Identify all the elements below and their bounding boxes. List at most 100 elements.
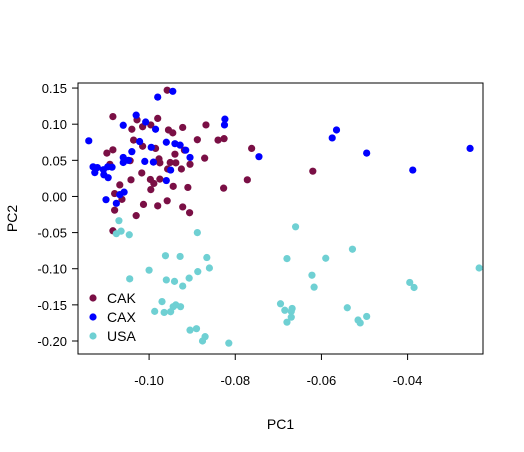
data-point — [109, 113, 117, 121]
data-point — [182, 146, 190, 154]
data-point — [158, 298, 166, 306]
data-point — [186, 160, 194, 168]
data-point — [186, 326, 194, 334]
data-point — [154, 202, 162, 210]
data-point — [154, 93, 162, 101]
data-point — [192, 325, 201, 333]
data-point — [145, 266, 153, 274]
data-point — [410, 283, 418, 292]
x-tick-label: -0.08 — [220, 373, 250, 388]
data-point — [128, 148, 136, 156]
data-point — [363, 149, 371, 157]
legend: CAK CAX USA — [89, 290, 136, 344]
data-point — [309, 167, 317, 175]
data-point — [112, 199, 120, 207]
data-point — [176, 303, 185, 311]
data-point — [328, 134, 336, 142]
data-point — [167, 166, 175, 174]
data-point — [308, 271, 316, 279]
x-tick-label: -0.06 — [307, 373, 337, 388]
data-point — [115, 217, 123, 225]
data-point — [162, 176, 170, 185]
data-point — [203, 253, 211, 262]
data-point — [322, 254, 330, 262]
data-point — [129, 136, 138, 144]
data-point — [221, 115, 229, 123]
data-point — [194, 268, 202, 276]
data-point — [283, 255, 291, 263]
data-point — [171, 150, 179, 158]
data-point — [116, 191, 124, 199]
legend-marker — [89, 332, 97, 340]
data-point — [169, 182, 177, 190]
y-tick-label: 0.00 — [42, 189, 67, 204]
data-point — [147, 185, 155, 194]
data-point — [176, 141, 184, 149]
data-point — [409, 166, 417, 174]
data-point — [116, 181, 124, 189]
y-tick-label: -0.20 — [37, 334, 67, 349]
data-point — [177, 165, 186, 173]
y-axis-label: PC2 — [4, 205, 20, 232]
y-tick-label: -0.15 — [37, 298, 67, 313]
data-point — [161, 252, 170, 260]
data-point — [156, 159, 164, 167]
data-point — [185, 209, 194, 217]
data-point — [287, 307, 295, 315]
data-point — [138, 169, 146, 177]
data-point — [150, 179, 158, 188]
data-point — [291, 223, 300, 231]
data-point — [179, 282, 187, 290]
data-point — [348, 245, 357, 253]
y-axis: 0.15 0.10 0.05 0.00 -0.05 -0.10 -0.15 -0.20 — [37, 81, 78, 349]
data-point — [136, 137, 144, 146]
data-point — [162, 276, 170, 284]
data-point — [91, 169, 99, 177]
data-point — [310, 283, 318, 291]
data-point — [356, 319, 364, 327]
series-cax — [85, 87, 474, 207]
series-cak — [103, 86, 317, 235]
x-tick-label: -0.10 — [134, 373, 164, 388]
data-point — [111, 206, 119, 214]
data-point — [167, 308, 175, 316]
data-point — [283, 318, 291, 326]
data-point — [163, 86, 171, 94]
data-point — [193, 228, 201, 237]
data-point — [154, 114, 162, 123]
data-point — [466, 144, 474, 153]
data-point — [363, 312, 371, 321]
data-point — [220, 135, 228, 143]
data-point — [125, 231, 133, 239]
data-point — [255, 153, 263, 161]
data-point — [166, 158, 174, 167]
data-point — [162, 138, 170, 146]
data-point — [170, 277, 179, 285]
data-point — [149, 158, 157, 166]
y-tick-label: -0.10 — [37, 262, 67, 277]
x-tick-label: -0.04 — [393, 373, 423, 388]
y-tick-label: 0.05 — [42, 153, 67, 168]
series-usa — [112, 217, 483, 347]
data-point — [198, 337, 207, 345]
data-point — [147, 143, 155, 151]
data-point — [163, 197, 171, 205]
data-point — [243, 176, 251, 184]
data-point — [201, 154, 209, 162]
data-point — [142, 118, 150, 126]
y-tick-label: -0.05 — [37, 226, 67, 241]
data-point — [126, 275, 134, 283]
data-point — [172, 159, 180, 167]
data-point — [132, 212, 140, 220]
legend-label: USA — [107, 328, 136, 344]
data-point — [343, 304, 351, 312]
data-point — [151, 125, 160, 133]
data-point — [406, 278, 414, 287]
data-point — [179, 203, 187, 211]
data-point — [248, 144, 256, 153]
data-point — [139, 200, 148, 209]
data-point — [276, 300, 285, 308]
data-point — [119, 158, 127, 167]
x-axis-label: PC1 — [267, 416, 294, 432]
